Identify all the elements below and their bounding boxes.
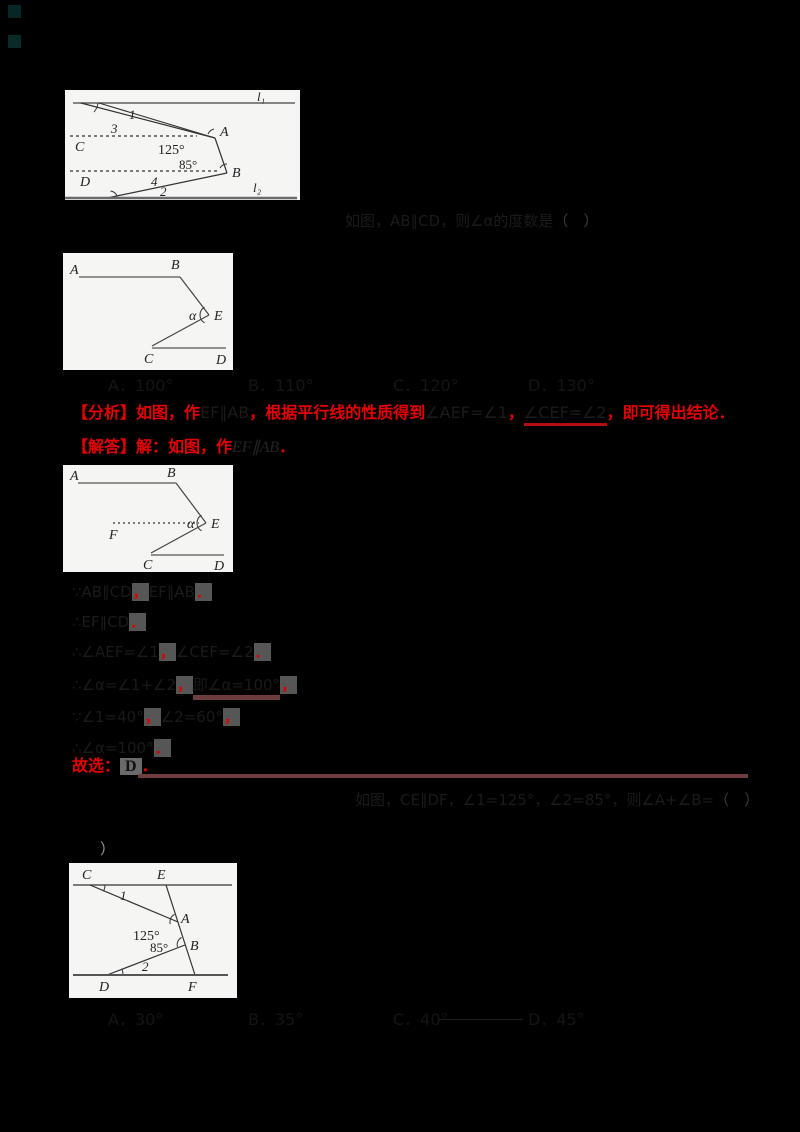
label-C: C: [82, 868, 92, 883]
option-b: B．110°: [248, 376, 314, 395]
label-l2: l₂: [253, 180, 262, 195]
label-D: D: [213, 559, 224, 572]
label-D: D: [215, 353, 226, 368]
label-C: C: [143, 558, 153, 572]
label-C: C: [144, 352, 154, 367]
question2-bracket: ）: [100, 842, 116, 858]
solution-line-4: ∴∠α=∠1+∠2，即∠α=100°，: [72, 674, 298, 700]
option-c-underscore: [438, 1019, 523, 1020]
solution-line-5: ∵∠1=40°，∠2=60°，: [72, 708, 240, 726]
solution-line-2: ∴EF∥CD．: [72, 613, 147, 631]
label-angle4: 4: [151, 174, 158, 189]
label-B: B: [167, 466, 176, 481]
figure2-drawing: A B α E C D: [69, 258, 226, 368]
figure-parallel-lines-l1-l2: l₁ 1 3 C A 125° 85° B D 4 2 l₂: [65, 90, 300, 200]
option-b: B．35°: [248, 1010, 304, 1029]
label-F: F: [187, 980, 197, 995]
label-A: A: [69, 469, 79, 484]
figure3-drawing: A B α E F C D: [69, 466, 224, 572]
figure-alpha-with-EF: A B α E F C D: [63, 465, 233, 572]
figure-alpha-at-E: A B α E C D: [63, 253, 233, 370]
label-angle1: 1: [120, 888, 127, 903]
option-c: C．120°: [393, 376, 459, 395]
label-alpha: α: [189, 309, 197, 324]
decor-square: [8, 35, 21, 48]
option-c: C．40°: [393, 1010, 449, 1029]
label-E: E: [210, 517, 220, 532]
label-F: F: [108, 528, 118, 543]
label-C: C: [75, 140, 85, 155]
decor-square: [8, 5, 21, 18]
label-angle1: 1: [129, 107, 136, 122]
solution-line-1: ∵AB∥CD，EF∥AB．: [72, 583, 212, 601]
label-125deg: 125°: [133, 929, 160, 944]
label-alpha: α: [187, 517, 195, 532]
solution-line-3: ∴∠AEF=∠1，∠CEF=∠2．: [72, 643, 271, 661]
option-d: D．45°: [528, 1010, 585, 1029]
option-a: A．30°: [108, 1010, 164, 1029]
label-angle2: 2: [142, 959, 149, 974]
label-D: D: [79, 175, 90, 190]
label-85deg: 85°: [150, 940, 168, 955]
solution-intro-line: 【解答】解：如图，作EF∥AB．: [72, 437, 296, 456]
label-B: B: [190, 939, 199, 954]
label-E: E: [213, 309, 223, 324]
figure1-drawing: l₁ 1 3 C A 125° 85° B D 4 2 l₂: [65, 90, 297, 200]
answer-line: 故选： D ．: [72, 756, 158, 775]
label-l1: l₁: [257, 90, 265, 104]
label-angle2: 2: [160, 184, 167, 199]
option-d: D．130°: [528, 376, 595, 395]
question1-stem: 如图，AB∥CD，则∠α的度数是（ ）: [345, 212, 599, 230]
label-angle3: 3: [110, 121, 118, 136]
answer-underline-rule: [138, 774, 748, 778]
solution-line-6: ∴∠α=100°．: [72, 739, 171, 757]
label-E: E: [156, 868, 166, 883]
question2-stem: 如图，CE∥DF，∠1=125°，∠2=85°，则∠A+∠B=（ ）: [355, 791, 760, 809]
figure-CE-DF-transversal: C E 1 A 125° 85° B 2 D F: [69, 863, 237, 998]
label-A: A: [180, 912, 190, 927]
analysis-line: 【分析】如图，作EF∥AB，根据平行线的性质得到∠AEF=∠1，∠CEF=∠2，…: [72, 402, 735, 426]
label-85deg: 85°: [179, 157, 197, 172]
label-A: A: [219, 125, 229, 140]
option-a: A．100°: [108, 376, 174, 395]
label-B: B: [171, 258, 180, 273]
label-D: D: [98, 980, 109, 995]
label-A: A: [69, 263, 79, 278]
figure4-drawing: C E 1 A 125° 85° B 2 D F: [73, 868, 232, 995]
label-B: B: [232, 166, 241, 181]
label-125deg: 125°: [158, 143, 185, 158]
